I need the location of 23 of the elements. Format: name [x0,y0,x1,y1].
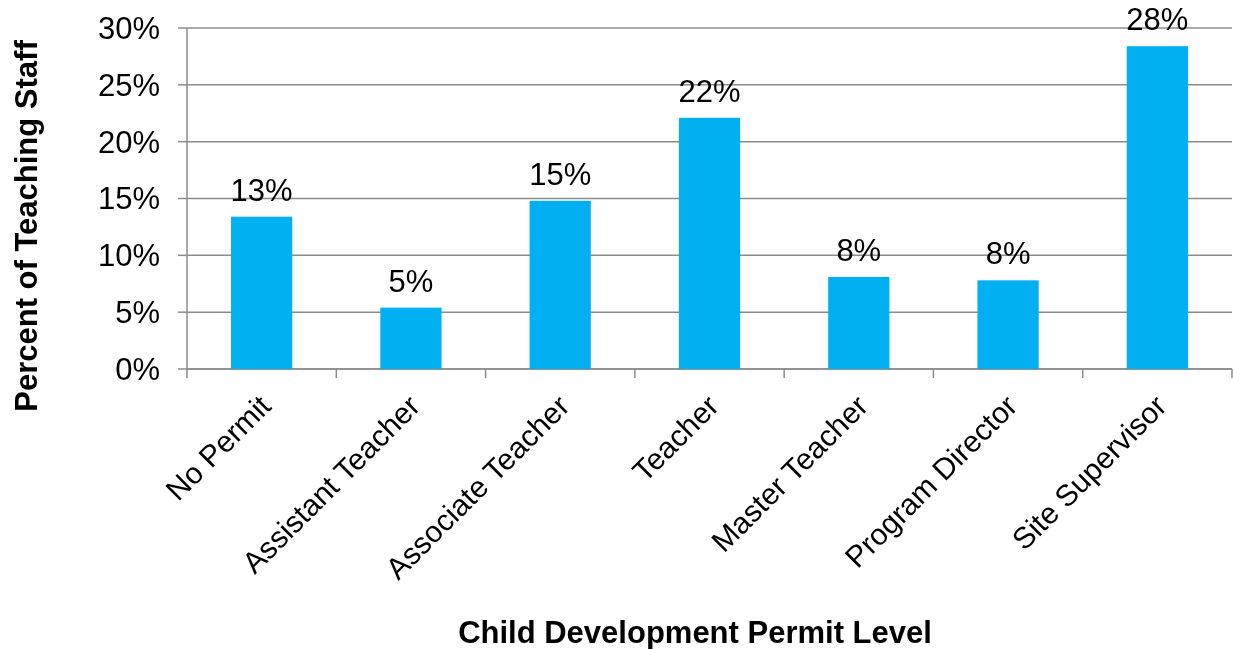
data-label: 5% [388,263,434,299]
y-tick-label: 0% [115,351,160,387]
y-tick-label: 30% [97,10,160,46]
data-label: 8% [836,232,882,268]
bar [977,280,1039,369]
data-label: 22% [678,73,741,109]
y-tick-label: 15% [97,181,160,217]
bar [828,276,890,369]
y-axis-title: Percent of Teaching Staff [9,39,44,412]
y-tick-label: 25% [97,67,160,103]
data-label: 8% [985,236,1031,272]
data-label: 15% [529,156,592,192]
bar [1126,46,1188,369]
data-label: 13% [230,172,293,208]
y-tick-label: 20% [97,124,160,160]
data-label: 28% [1126,2,1189,38]
bar [529,200,591,369]
y-tick-label: 10% [97,238,160,274]
bar [231,216,293,369]
bar [380,307,442,369]
x-axis-title: Child Development Permit Level [458,615,932,649]
bar [678,117,741,369]
y-tick-label: 5% [115,295,160,331]
